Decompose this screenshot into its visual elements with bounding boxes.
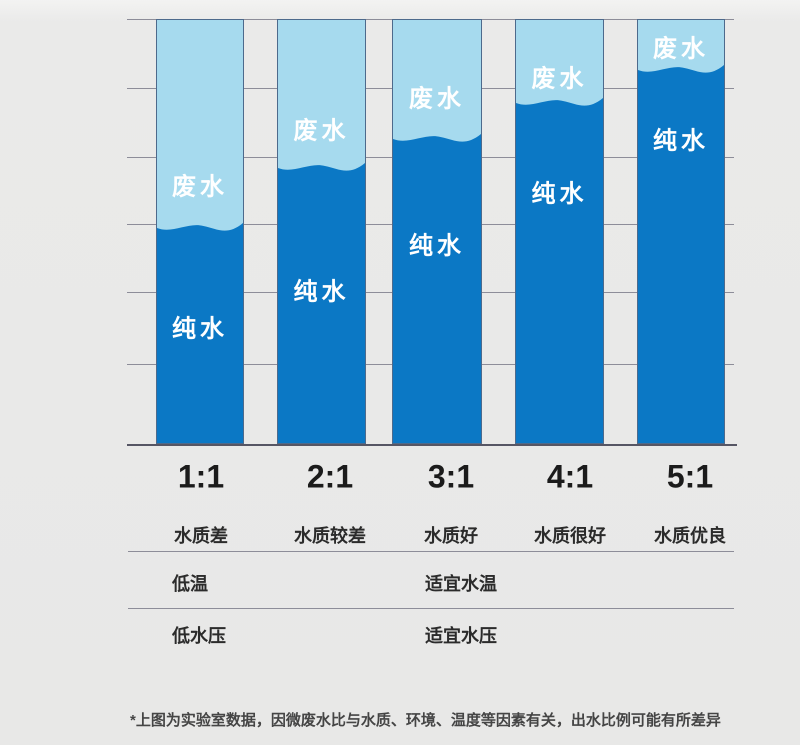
ratio-label-3:1: 3:1 <box>427 458 475 495</box>
separator-line-temperature <box>128 608 734 609</box>
waste-water-label-4:1: 废水 <box>531 65 588 93</box>
quality-label-4: 水质很好 <box>534 526 606 546</box>
pure-water-label-4:1: 纯水 <box>531 180 588 208</box>
waste-water-label-2:1: 废水 <box>293 117 350 145</box>
temperature-label-1: 低温 <box>172 574 208 594</box>
ratio-label-5:1: 5:1 <box>666 458 714 495</box>
pure-water-label-2:1: 纯水 <box>293 278 350 306</box>
ratio-label-1:1: 1:1 <box>177 458 225 495</box>
temperature-label-2: 适宜水温 <box>425 574 497 594</box>
separator-line-quality <box>128 551 734 552</box>
baseline-axis <box>127 444 737 446</box>
pure-water-wave-4:1 <box>516 98 603 443</box>
pressure-label-2: 适宜水压 <box>425 626 497 646</box>
pressure-label-1: 低水压 <box>172 626 226 646</box>
waste-water-label-5:1: 废水 <box>653 35 709 63</box>
bar-1:1: 废水 纯水 <box>156 19 244 444</box>
waste-water-label-3:1: 废水 <box>409 85 465 113</box>
quality-label-5: 水质优良 <box>654 526 726 546</box>
bar-chart-plot-area: 废水 纯水 废水 纯水 废水 纯水 废水 纯水 废水 纯水 <box>127 19 737 446</box>
bar-2:1: 废水 纯水 <box>277 19 366 444</box>
pure-water-wave-1:1 <box>157 223 243 443</box>
quality-label-1: 水质差 <box>174 526 228 546</box>
bar-3:1: 废水 纯水 <box>392 19 482 444</box>
pure-water-wave-3:1 <box>393 134 481 443</box>
ratio-label-4:1: 4:1 <box>546 458 594 495</box>
ratio-label-2:1: 2:1 <box>306 458 354 495</box>
waste-water-label-1:1: 废水 <box>172 173 228 201</box>
pure-water-label-5:1: 纯水 <box>653 127 709 155</box>
pure-water-wave-2:1 <box>278 163 365 443</box>
pure-water-label-3:1: 纯水 <box>409 232 465 260</box>
pure-water-label-1:1: 纯水 <box>172 315 228 343</box>
footnote-text: *上图为实验室数据，因微废水比与水质、环境、温度等因素有关，出水比例可能有所差异 <box>130 712 721 729</box>
pure-water-wave-5:1 <box>638 65 724 443</box>
bar-5:1: 废水 纯水 <box>637 19 725 444</box>
quality-label-3: 水质好 <box>424 526 478 546</box>
quality-label-2: 水质较差 <box>294 526 366 546</box>
bar-4:1: 废水 纯水 <box>515 19 604 444</box>
